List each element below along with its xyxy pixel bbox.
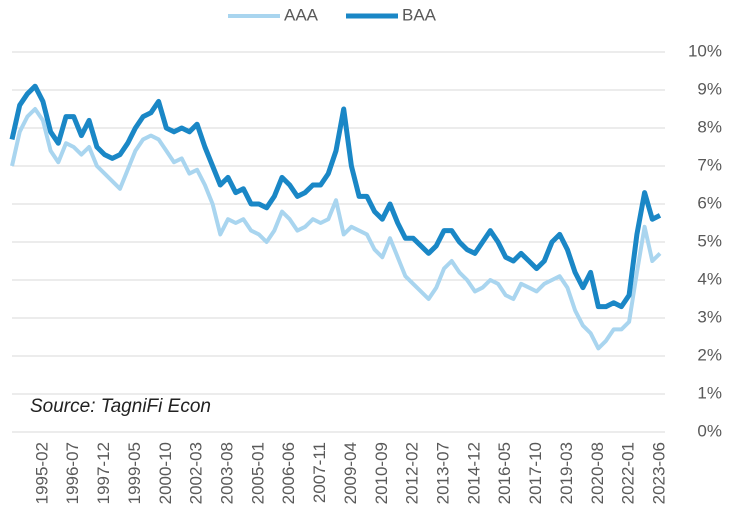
x-tick-label: 2012-02	[403, 442, 422, 504]
x-tick-label: 2020-08	[588, 442, 607, 504]
x-tick-label: 2016-05	[495, 442, 514, 504]
line-series	[10, 107, 662, 351]
legend-label: BAA	[402, 5, 437, 24]
x-tick-label: 2003-08	[217, 442, 236, 504]
x-tick-label: 2009-04	[341, 442, 360, 504]
x-tick-label: 1997-12	[94, 442, 113, 504]
x-tick-label: 2002-03	[187, 442, 206, 504]
y-tick-label: 10%	[688, 41, 722, 60]
legend-label: AAA	[284, 5, 319, 24]
y-tick-label: 7%	[697, 155, 722, 174]
y-tick-label: 2%	[697, 345, 722, 364]
x-tick-label: 2005-01	[248, 442, 267, 504]
y-tick-label: 6%	[697, 193, 722, 212]
x-tick-label: 2010-09	[372, 442, 391, 504]
x-tick-label: 1996-07	[63, 442, 82, 504]
x-tick-label: 1995-02	[32, 442, 51, 504]
x-tick-label: 2006-06	[279, 442, 298, 504]
y-tick-label: 1%	[697, 383, 722, 402]
y-tick-label: 0%	[697, 421, 722, 440]
y-tick-label: 4%	[697, 269, 722, 288]
y-tick-label: 8%	[697, 117, 722, 136]
x-tick-label: 2013-07	[433, 442, 452, 504]
x-tick-label: 2019-03	[557, 442, 576, 504]
y-tick-label: 5%	[697, 231, 722, 250]
x-tick-label: 1999-05	[125, 442, 144, 504]
line-series	[9, 83, 662, 310]
x-tick-label: 2014-12	[464, 442, 483, 504]
x-tick-label: 2007-11	[310, 442, 329, 503]
y-tick-label: 3%	[697, 307, 722, 326]
x-tick-label: 2022-01	[619, 442, 638, 504]
y-tick-label: 9%	[697, 79, 722, 98]
source-note: Source: TagniFi Econ	[30, 396, 211, 417]
x-tick-label: 2023-06	[649, 442, 668, 504]
x-tick-label: 2017-10	[526, 442, 545, 504]
x-tick-label: 2000-10	[156, 442, 175, 504]
